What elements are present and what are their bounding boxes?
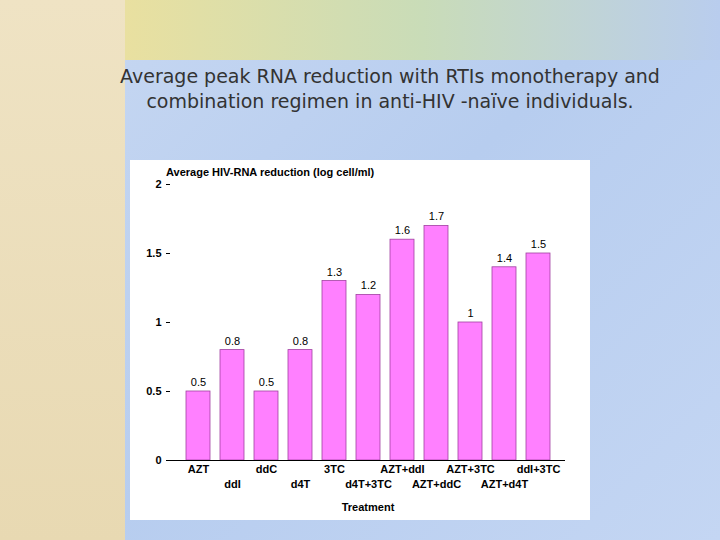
svg-text:1: 1 xyxy=(155,316,161,328)
svg-text:Treatment: Treatment xyxy=(342,501,395,513)
svg-text:1.2: 1.2 xyxy=(361,279,376,291)
svg-text:AZT+3TC: AZT+3TC xyxy=(446,463,495,475)
svg-text:3TC: 3TC xyxy=(324,463,345,475)
svg-text:AZT+ddC: AZT+ddC xyxy=(412,478,461,490)
svg-text:2: 2 xyxy=(155,178,161,190)
svg-text:d4T+3TC: d4T+3TC xyxy=(345,478,392,490)
svg-text:1.7: 1.7 xyxy=(429,210,444,222)
svg-text:1.5: 1.5 xyxy=(531,238,546,250)
html-text:Average peak RNA reduction wit: Average peak RNA reduction with RTIs mon… xyxy=(120,65,660,112)
svg-text:0.8: 0.8 xyxy=(225,335,240,347)
svg-text:1.5: 1.5 xyxy=(146,247,161,259)
svg-text:d4T: d4T xyxy=(291,478,311,490)
svg-text:AZT+ddI: AZT+ddI xyxy=(380,463,424,475)
svg-text:ddI: ddI xyxy=(224,478,241,490)
svg-text:AZT+d4T: AZT+d4T xyxy=(481,478,529,490)
svg-text:AZT: AZT xyxy=(188,463,210,475)
svg-text:0.5: 0.5 xyxy=(146,385,161,397)
html-text:Average HIV-RNA reduction (log: Average HIV-RNA reduction (log cell/ml) xyxy=(166,166,375,178)
svg-text:0.5: 0.5 xyxy=(259,376,274,388)
svg-text:1.4: 1.4 xyxy=(497,252,512,264)
svg-text:0.8: 0.8 xyxy=(293,335,308,347)
svg-text:ddI+3TC: ddI+3TC xyxy=(517,463,561,475)
svg-text:0.5: 0.5 xyxy=(191,376,206,388)
svg-text:0: 0 xyxy=(155,454,161,466)
svg-text:1.6: 1.6 xyxy=(395,224,410,236)
svg-text:ddC: ddC xyxy=(256,463,277,475)
svg-text:1: 1 xyxy=(467,307,473,319)
svg-text:1.3: 1.3 xyxy=(327,266,342,278)
